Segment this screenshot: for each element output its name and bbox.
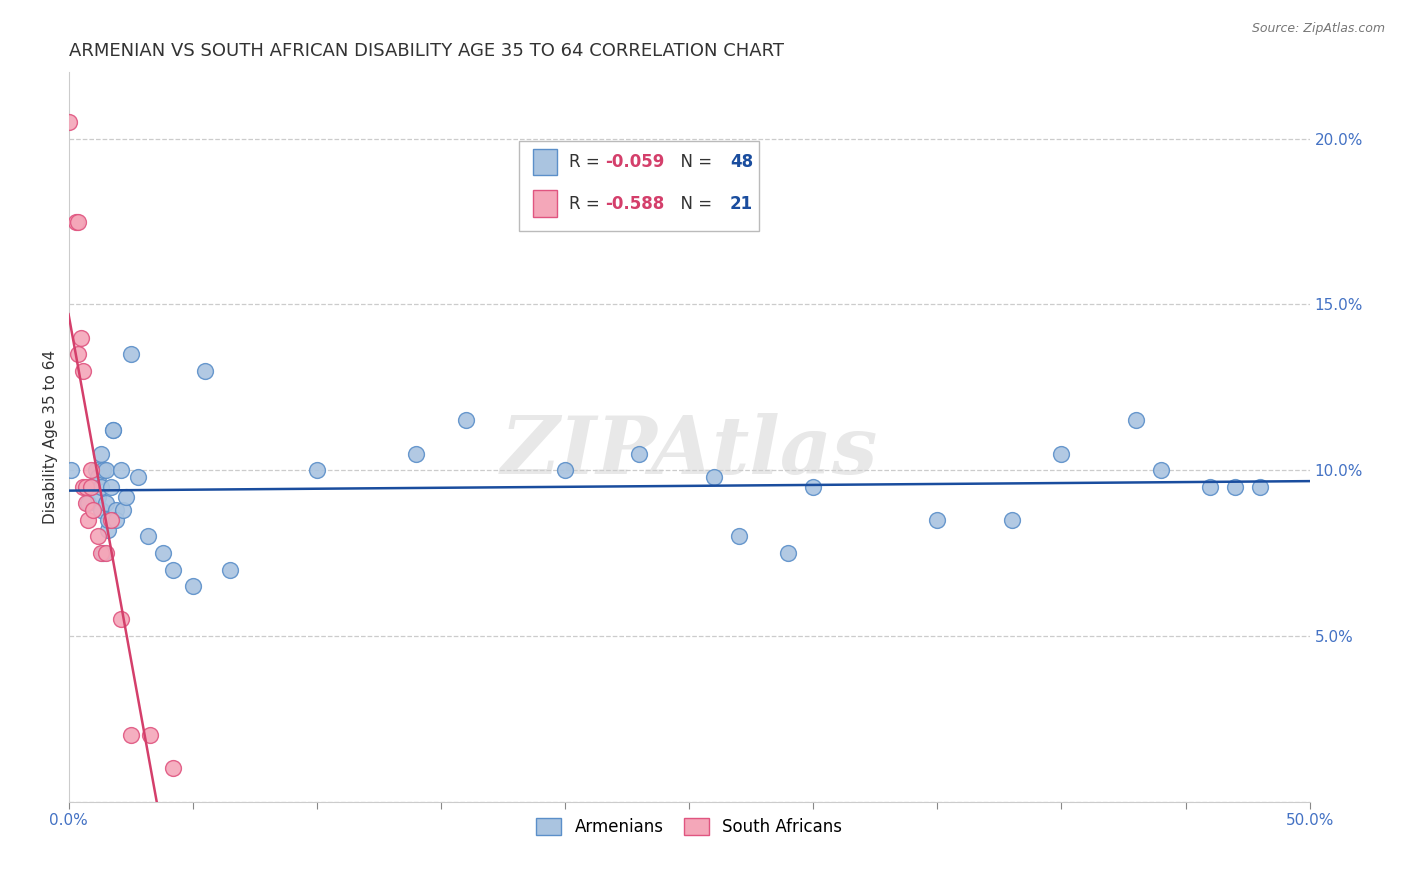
- Point: [104, 513, 127, 527]
- Text: 48: 48: [730, 153, 754, 171]
- Point: [778, 546, 800, 560]
- Point: [120, 347, 142, 361]
- Point: [727, 529, 749, 543]
- Point: [94, 463, 117, 477]
- Point: [87, 469, 110, 483]
- Point: [112, 503, 135, 517]
- Point: [127, 469, 149, 483]
- Point: [60, 463, 83, 477]
- Point: [194, 364, 217, 378]
- Point: [305, 463, 328, 477]
- Point: [162, 761, 184, 775]
- Point: [75, 496, 97, 510]
- Point: [181, 579, 204, 593]
- Point: [94, 496, 117, 510]
- Point: [110, 463, 132, 477]
- Point: [104, 503, 127, 517]
- FancyBboxPatch shape: [533, 149, 557, 176]
- Legend: Armenians, South Africans: Armenians, South Africans: [527, 809, 851, 845]
- Point: [72, 364, 94, 378]
- Text: Source: ZipAtlas.com: Source: ZipAtlas.com: [1251, 22, 1385, 36]
- Point: [80, 480, 103, 494]
- Point: [218, 563, 240, 577]
- Point: [1001, 513, 1024, 527]
- Point: [1150, 463, 1173, 477]
- Point: [82, 503, 104, 517]
- Point: [77, 513, 100, 527]
- Point: [72, 480, 94, 494]
- Point: [405, 446, 427, 460]
- Text: -0.588: -0.588: [606, 194, 665, 213]
- Point: [1199, 480, 1222, 494]
- FancyBboxPatch shape: [519, 142, 759, 231]
- Point: [91, 546, 114, 560]
- Text: R =: R =: [569, 194, 606, 213]
- Point: [110, 612, 132, 626]
- Point: [67, 214, 90, 228]
- Point: [90, 446, 112, 460]
- Point: [97, 523, 120, 537]
- Point: [554, 463, 576, 477]
- FancyBboxPatch shape: [533, 191, 557, 218]
- Point: [139, 728, 162, 742]
- Text: N =: N =: [671, 153, 717, 171]
- Point: [90, 480, 112, 494]
- Text: ARMENIAN VS SOUTH AFRICAN DISABILITY AGE 35 TO 64 CORRELATION CHART: ARMENIAN VS SOUTH AFRICAN DISABILITY AGE…: [69, 42, 783, 60]
- Point: [1050, 446, 1073, 460]
- Point: [120, 728, 142, 742]
- Point: [91, 463, 114, 477]
- Point: [58, 115, 80, 129]
- Point: [67, 347, 90, 361]
- Point: [801, 480, 824, 494]
- Point: [703, 469, 725, 483]
- Point: [1249, 480, 1271, 494]
- Point: [927, 513, 949, 527]
- Point: [100, 513, 122, 527]
- Point: [152, 546, 174, 560]
- Point: [87, 490, 110, 504]
- Point: [94, 546, 117, 560]
- Point: [90, 503, 112, 517]
- Point: [103, 423, 125, 437]
- Point: [114, 490, 136, 504]
- Point: [162, 563, 184, 577]
- Text: R =: R =: [569, 153, 606, 171]
- Point: [77, 496, 100, 510]
- Y-axis label: Disability Age 35 to 64: Disability Age 35 to 64: [44, 350, 58, 524]
- Point: [80, 463, 103, 477]
- Point: [454, 413, 477, 427]
- Text: N =: N =: [671, 194, 717, 213]
- Point: [1225, 480, 1247, 494]
- Text: 21: 21: [730, 194, 754, 213]
- Point: [100, 480, 122, 494]
- Point: [90, 546, 112, 560]
- Text: ZIPAtlas: ZIPAtlas: [501, 413, 877, 491]
- Text: -0.059: -0.059: [606, 153, 665, 171]
- Point: [65, 214, 87, 228]
- Point: [628, 446, 651, 460]
- Point: [80, 480, 103, 494]
- Point: [87, 529, 110, 543]
- Point: [103, 423, 125, 437]
- Point: [75, 480, 97, 494]
- Point: [136, 529, 159, 543]
- Point: [1125, 413, 1147, 427]
- Point: [70, 330, 93, 344]
- Point: [97, 513, 120, 527]
- Point: [84, 463, 107, 477]
